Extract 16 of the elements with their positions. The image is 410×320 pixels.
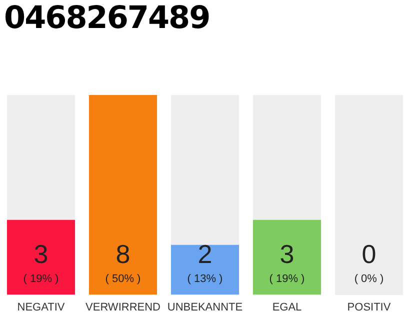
x-tick-label: POSITIV [347, 301, 392, 314]
data-label: 3 [34, 238, 48, 269]
data-label: 0 [362, 238, 376, 269]
x-tick-label: UNBEKANNTE [167, 301, 243, 314]
annotation: ( 0% ) [354, 272, 384, 285]
data-label: 3 [280, 238, 294, 269]
annotation: ( 19% ) [23, 272, 59, 285]
x-tick-label: VERWIRREND [86, 301, 161, 314]
x-tick-label: EGAL [272, 301, 302, 314]
chart-title: 0468267489 [4, 0, 210, 36]
annotation: ( 19% ) [269, 272, 305, 285]
data-label: 2 [198, 238, 212, 269]
x-tick-label: NEGATIV [17, 301, 66, 314]
annotation: ( 50% ) [105, 272, 141, 285]
annotation: ( 13% ) [187, 272, 223, 285]
data-label: 8 [116, 238, 130, 269]
